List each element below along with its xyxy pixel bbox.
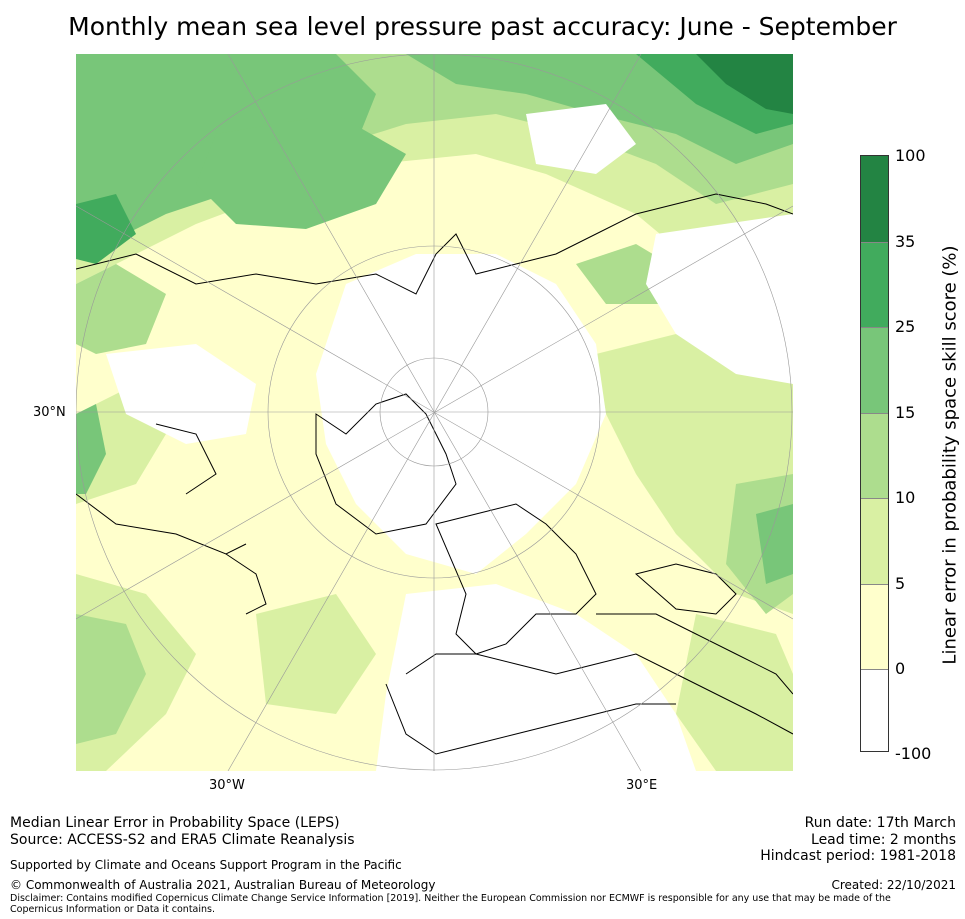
footer-disclaimer: Disclaimer: Contains modified Copernicus…	[10, 893, 891, 915]
footer-support: Supported by Climate and Oceans Support …	[10, 858, 402, 872]
colorbar-tick: 100	[895, 146, 926, 165]
colorbar-bin-10-15	[861, 413, 888, 498]
coastlines	[76, 193, 793, 755]
colorbar-bin-35-100	[861, 156, 888, 242]
colorbar-bin-5-10	[861, 498, 888, 584]
colorbar-bin-15-25	[861, 327, 888, 413]
skill-score-map	[76, 54, 793, 771]
graticule	[76, 54, 793, 771]
colorbar-tick: 5	[895, 574, 906, 593]
colorbar	[860, 155, 889, 752]
footer-leps: Median Linear Error in Probability Space…	[10, 815, 340, 831]
lon-label-30e: 30°E	[626, 778, 658, 793]
polar-map	[76, 54, 793, 771]
footer-created: Created: 22/10/2021	[831, 878, 956, 892]
field-35-100	[696, 54, 793, 114]
lat-label-30n: 30°N	[33, 405, 66, 420]
colorbar-bin-25-35	[861, 242, 888, 327]
colorbar-tick: 15	[895, 403, 916, 422]
colorbar-tick: 25	[895, 317, 916, 336]
footer-lead-time: Lead time: 2 months	[811, 832, 956, 848]
colorbar-label: Linear error in probability space skill …	[939, 245, 961, 665]
footer-run-date: Run date: 17th March	[804, 815, 956, 831]
footer-copyright: © Commonwealth of Australia 2021, Austra…	[10, 878, 436, 892]
chart-title: Monthly mean sea level pressure past acc…	[68, 12, 897, 41]
colorbar-tick: -100	[895, 744, 932, 763]
lon-label-30w: 30°W	[209, 778, 245, 793]
colorbar-bin-0-5	[861, 584, 888, 669]
colorbar-tick: 35	[895, 232, 916, 251]
colorbar-tick: 0	[895, 659, 906, 678]
footer-source: Source: ACCESS-S2 and ERA5 Climate Reana…	[10, 832, 355, 848]
footer-hindcast: Hindcast period: 1981-2018	[760, 848, 956, 864]
colorbar-tick: 10	[895, 488, 916, 507]
colorbar-bin-neg100-0	[861, 669, 888, 751]
